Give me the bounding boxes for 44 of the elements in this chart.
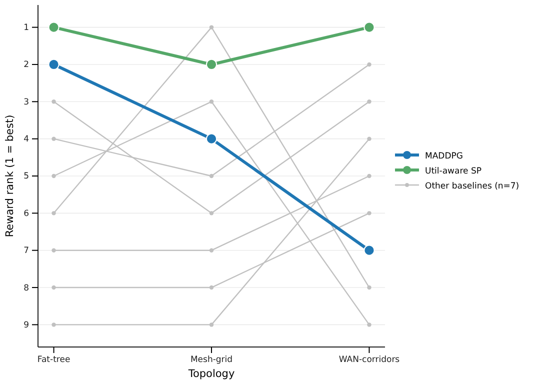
- y-axis-title: Reward rank (1 = best): [4, 114, 16, 238]
- point: [52, 285, 56, 290]
- point: [206, 58, 218, 70]
- point: [367, 322, 372, 327]
- x-axis-title: Topology: [187, 368, 235, 380]
- point: [364, 22, 375, 33]
- point: [209, 25, 214, 30]
- point: [52, 322, 56, 327]
- x-tick-label: Fat-tree: [37, 355, 70, 366]
- x-tick-label: WAN-corridors: [338, 355, 400, 366]
- y-tick-label: 7: [24, 246, 29, 256]
- point: [209, 322, 214, 327]
- point: [48, 58, 60, 70]
- point: [364, 244, 375, 256]
- point: [206, 133, 218, 144]
- y-tick-label: 9: [24, 320, 29, 330]
- point: [209, 248, 214, 252]
- y-tick-label: 6: [24, 208, 29, 219]
- y-tick-label: 2: [24, 60, 29, 70]
- y-tick-label: 1: [24, 23, 29, 34]
- point: [209, 211, 214, 216]
- x-tick-label: Mesh-grid: [190, 355, 233, 366]
- y-tick-label: 5: [24, 172, 29, 182]
- point: [367, 62, 372, 67]
- point: [367, 136, 372, 141]
- point: [367, 100, 372, 104]
- point: [52, 136, 56, 141]
- point: [52, 100, 56, 104]
- point: [209, 285, 214, 290]
- point: [367, 285, 372, 290]
- legend-label: Util-aware SP: [425, 166, 482, 176]
- point: [209, 174, 214, 178]
- y-tick-label: 4: [24, 134, 29, 145]
- y-tick-label: 8: [24, 283, 29, 294]
- point: [52, 248, 56, 252]
- legend-label: MADDPG: [425, 152, 463, 162]
- y-tick-label: 3: [24, 97, 29, 108]
- point: [367, 174, 372, 178]
- point: [367, 211, 372, 216]
- legend-label: Other baselines (n=7): [425, 182, 520, 192]
- point: [52, 211, 56, 216]
- point: [52, 174, 56, 178]
- point: [209, 100, 214, 104]
- point: [48, 22, 60, 33]
